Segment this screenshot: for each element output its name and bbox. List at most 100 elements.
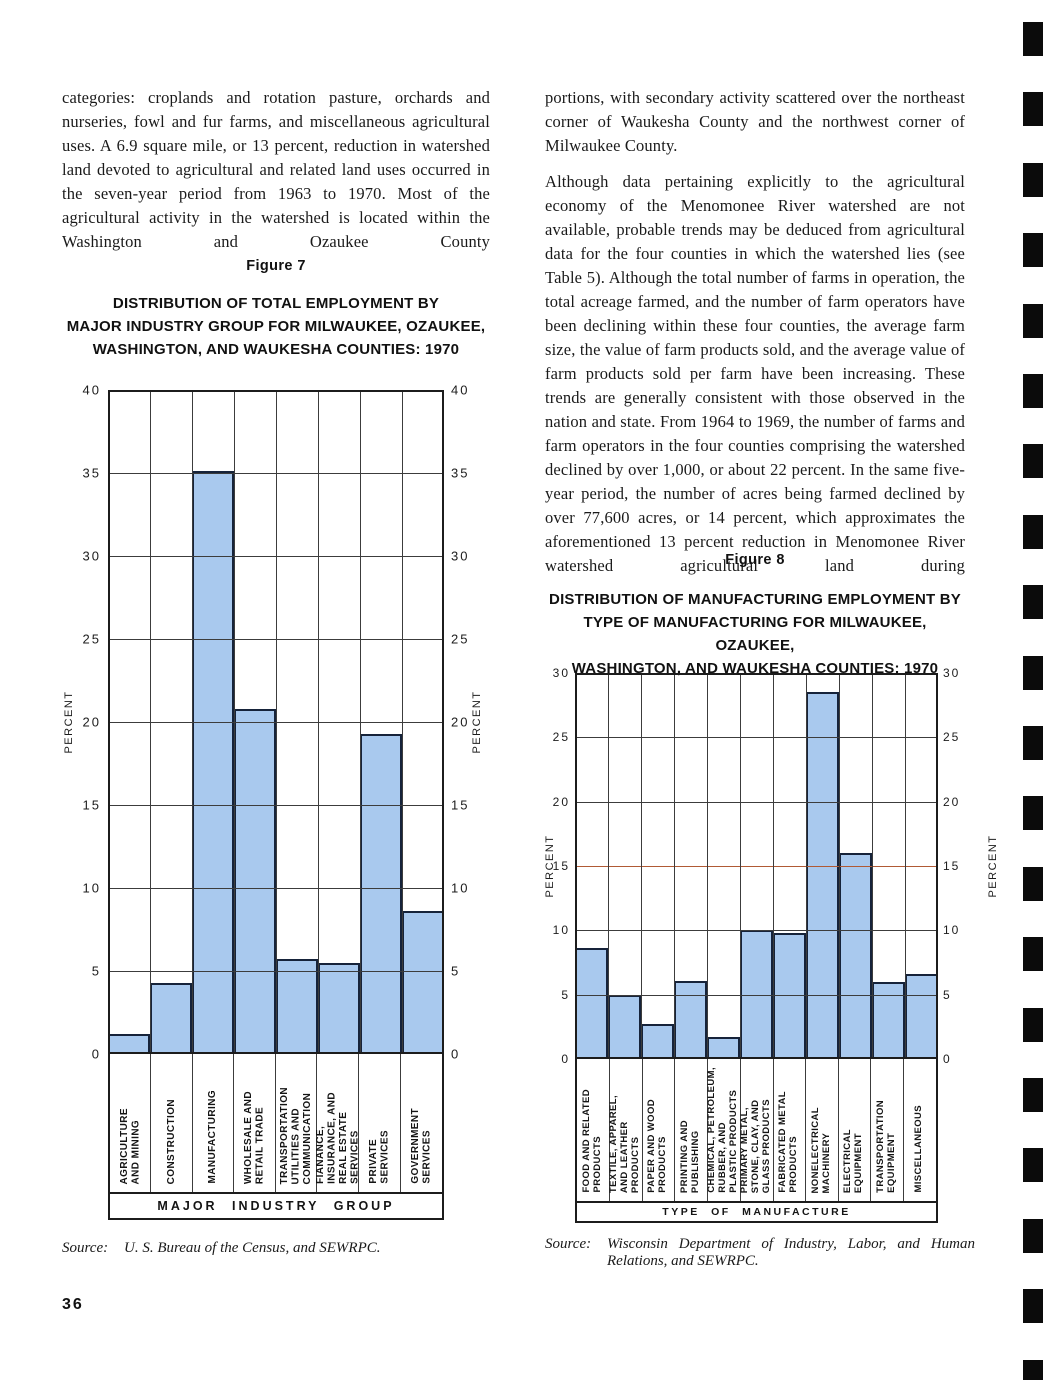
gridline <box>575 866 938 867</box>
y-tick-label-right: 40 <box>451 382 470 398</box>
category-cell: TRANSPORTATION EQUIPMENT <box>871 1059 904 1201</box>
figure7-title-line: MAJOR INDUSTRY GROUP FOR MILWAUKEE, OZAU… <box>66 318 486 335</box>
y-tick-label-left: 25 <box>552 730 570 745</box>
category-label: TRANSPORTATION UTILITIES AND COMMUNICATI… <box>278 1086 313 1184</box>
figure7-title-line: WASHINGTON, AND WAUKESHA COUNTIES: 1970 <box>92 341 460 358</box>
category-label: CHEMICAL, PETROLEUM, RUBBER, AND PLASTIC… <box>706 1067 739 1193</box>
category-label: FOOD AND RELATED PRODUCTS <box>580 1089 603 1193</box>
category-cell: PRIMARY METAL, STONE, CLAY, AND GLASS PR… <box>739 1059 774 1201</box>
figure8-title: DISTRIBUTION OF MANUFACTURING EMPLOYMENT… <box>545 588 965 680</box>
y-tick-label-left: 35 <box>82 465 101 481</box>
y-tick-label-left: 15 <box>552 859 570 873</box>
column-separator <box>276 390 277 1054</box>
left-column-paragraph: categories: croplands and rotation pastu… <box>62 88 490 251</box>
binding-mark <box>1023 374 1043 408</box>
category-cell: MISCELLANEOUS <box>904 1059 936 1201</box>
binding-mark <box>1023 92 1043 127</box>
column-separator <box>872 673 873 1059</box>
category-cell: FIANANCE, INSURANCE, AND REAL ESTATE SER… <box>315 1054 360 1192</box>
category-label-band: AGRICULTURE AND MINING CONSTRUCTION MANUFA… <box>108 1054 444 1192</box>
category-label: MISCELLANEOUS <box>913 1105 925 1193</box>
right-column-paragraph-2: Although data pertaining explicitly to t… <box>545 172 965 575</box>
binding-mark <box>1023 726 1043 760</box>
figure8-caption: Figure 8 <box>725 552 785 568</box>
bar <box>674 980 707 1059</box>
y-tick-label-left: 15 <box>82 797 101 813</box>
bar <box>234 708 276 1054</box>
y-axis-title-right: PERCENT <box>471 690 483 754</box>
bar <box>641 1024 674 1059</box>
binding-mark <box>1023 1078 1043 1112</box>
binding-mark <box>1023 585 1043 620</box>
figure7-caption: Figure 7 <box>246 258 306 274</box>
binding-mark <box>1023 162 1043 197</box>
bar <box>707 1037 740 1059</box>
y-tick-label-right: 25 <box>451 631 470 647</box>
binding-mark <box>1023 1148 1043 1183</box>
source-text: U. S. Bureau of the Census, and SEWRPC. <box>124 1240 381 1256</box>
y-tick-label-left: 10 <box>552 923 570 938</box>
binding-mark <box>1023 22 1043 56</box>
figure7-source: Source: U. S. Bureau of the Census, and … <box>62 1240 490 1257</box>
figure8-bar-chart: 0 0 5 5 10 10 15 15 20 20 25 25 30 30 PERCENT PERCENT FO… <box>544 665 1005 1225</box>
category-cell: TRANSPORTATION UTILITIES AND COMMUNICATI… <box>276 1054 318 1192</box>
bar <box>150 982 192 1054</box>
category-label: PRIVATE SERVICES <box>367 1130 391 1184</box>
category-label: PRIMARY METAL, STONE, CLAY, AND GLASS PR… <box>739 1098 772 1193</box>
binding-mark <box>1023 796 1043 831</box>
y-axis-title-right: PERCENT <box>987 834 999 898</box>
source-label: Source: <box>62 1240 109 1256</box>
column-separator <box>839 673 840 1059</box>
category-label: GOVERNMENT SERVICES <box>409 1108 433 1184</box>
bar <box>608 994 641 1059</box>
column-separator <box>773 673 774 1059</box>
y-tick-label-right: 15 <box>943 859 961 873</box>
category-label: CONSTRUCTION <box>165 1098 177 1184</box>
binding-mark <box>1023 1007 1043 1042</box>
category-cell: MANUFACTURING <box>193 1054 235 1192</box>
y-tick-label-right: 20 <box>943 794 961 809</box>
bar <box>276 959 318 1054</box>
y-tick-label-left: 30 <box>82 548 101 564</box>
y-tick-label-left: 30 <box>552 666 570 680</box>
category-label: WHOLESALE AND RETAIL TRADE <box>243 1090 266 1184</box>
category-label: TRANSPORTATION EQUIPMENT <box>874 1100 897 1193</box>
binding-mark <box>1023 937 1043 972</box>
y-tick-label-left: 10 <box>82 880 101 896</box>
category-cell: PRINTING AND PUBLISHING <box>675 1059 708 1201</box>
category-cell: NONELECTRICAL MACHINERY <box>806 1059 839 1201</box>
source-label: Source: <box>545 1236 592 1252</box>
category-cell: CHEMICAL, PETROLEUM, RUBBER, AND PLASTIC… <box>706 1059 741 1201</box>
column-separator <box>234 390 235 1054</box>
gridline <box>575 737 938 739</box>
y-tick-label-right: 20 <box>451 714 470 730</box>
column-separator <box>806 673 807 1059</box>
category-cell: WHOLESALE AND RETAIL TRADE <box>234 1054 276 1192</box>
bar <box>318 962 360 1054</box>
y-tick-label-left: 25 <box>82 631 101 647</box>
plot-frame <box>575 673 938 1059</box>
right-column-paragraph-1: portions, with secondary activity scatte… <box>545 88 965 155</box>
plot-frame <box>108 390 444 1054</box>
y-tick-label-left: 0 <box>561 1052 570 1066</box>
bar <box>806 692 839 1059</box>
y-tick-label-right: 35 <box>451 465 470 481</box>
gridline <box>575 801 938 803</box>
figure7-bar-chart: 0 0 5 5 10 10 15 15 20 20 25 25 30 30 35 35 40 40 PERCENT P… <box>62 382 490 1222</box>
column-separator <box>905 673 906 1059</box>
category-cell: AGRICULTURE AND MINING <box>110 1054 152 1192</box>
gridline <box>575 994 938 996</box>
y-tick-label-right: 15 <box>451 797 470 813</box>
column-separator <box>641 673 642 1059</box>
column-separator <box>360 390 361 1054</box>
figure8-source: Source: Wisconsin Department of Industry… <box>545 1236 975 1270</box>
bar <box>773 932 806 1059</box>
category-label: NONELECTRICAL MACHINERY <box>809 1106 832 1193</box>
page-number: 36 <box>62 1296 84 1313</box>
column-separator <box>402 390 403 1054</box>
binding-mark <box>1023 514 1043 549</box>
binding-mark <box>1023 1359 1043 1380</box>
category-label: AGRICULTURE AND MINING <box>118 1107 142 1184</box>
category-cell: GOVERNMENT SERVICES <box>401 1054 442 1192</box>
